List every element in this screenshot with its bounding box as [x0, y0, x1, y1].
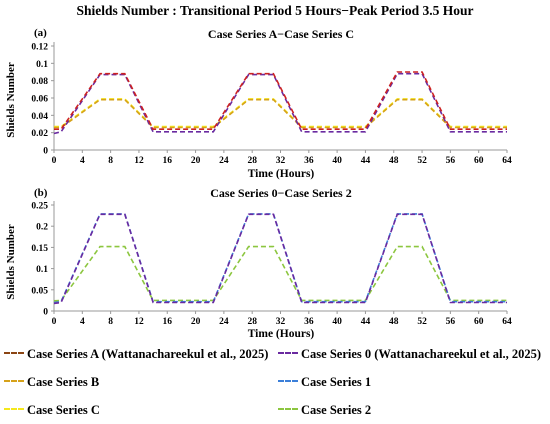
panel-a-series-line	[53, 72, 507, 135]
panel-b-x-tick-label: 4	[80, 317, 85, 327]
panel-b-x-tick-label: 48	[389, 317, 399, 327]
panel-a-x-tick-label: 60	[474, 156, 484, 166]
panel-b-x-tick-label: 20	[191, 317, 201, 327]
panel-a-ylabel: Shields Number	[5, 62, 17, 138]
panel-a-series-line	[54, 98, 507, 129]
panel-b-x-tick-label: 32	[276, 317, 286, 327]
panel-b-x-tick-label: 40	[332, 317, 342, 327]
panel-b-x-tick-label: 16	[163, 317, 173, 327]
panel-a-y-tick-label: 0.02	[31, 129, 48, 139]
panel-b-label: (b)	[34, 187, 48, 199]
panel-a-y-tick-label: 0.1	[36, 60, 48, 70]
panel-b-title: Case Series 0−Case Series 2	[210, 186, 351, 200]
panel-a-y-tick-label: 0.12	[31, 43, 48, 53]
legend-item-case-series-1: Case Series 1	[278, 372, 371, 392]
panel-a-x-tick-label: 48	[389, 156, 399, 166]
panel-b-y-tick-label: 0.05	[31, 286, 48, 296]
legend-swatch	[4, 380, 24, 383]
panel-b-x-tick-label: 56	[446, 317, 456, 327]
legend-label: Case Series C	[27, 403, 100, 417]
panel-a-x-tick-label: 44	[361, 156, 371, 166]
panel-b: (b) Case Series 0−Case Series 2 Shields …	[5, 186, 512, 340]
panel-a-x-tick-label: 52	[417, 156, 427, 166]
panel-a-x-tick-label: 4	[80, 156, 85, 166]
legend-label: Case Series A (Wattanachareekul et al., …	[27, 347, 269, 361]
panel-b-x-tick-label: 8	[108, 317, 113, 327]
panel-b-x-tick-label: 64	[502, 317, 512, 327]
panel-a-series-line	[54, 98, 507, 128]
legend-label: Case Series 0 (Wattanachareekul et al., …	[301, 347, 542, 361]
legend-item-case-series-a: Case Series A (Wattanachareekul et al., …	[4, 344, 268, 364]
legend-item-case-series-c: Case Series C	[4, 400, 100, 420]
panel-b-x-tick-label: 12	[134, 317, 144, 327]
panel-a-y-tick-label: 0.08	[31, 77, 48, 87]
panel-a-x-tick-label: 28	[247, 156, 257, 166]
panel-a-y-tick-label: 0.06	[31, 95, 48, 105]
legend-swatch	[278, 380, 298, 383]
panel-a-x-tick-label: 56	[446, 156, 456, 166]
panel-a-xlabel: Time (Hours)	[248, 168, 315, 180]
panel-a-y-tick-label: 0.04	[31, 112, 48, 122]
legend-item-case-series-2: Case Series 2	[278, 400, 371, 420]
legend-label: Case Series 2	[301, 403, 372, 417]
panel-b-x-tick-label: 44	[361, 317, 371, 327]
panel-b-x-tick-label: 60	[474, 317, 484, 327]
legend-label: Case Series B	[27, 375, 100, 389]
panel-b-y-tick-label: 0.15	[31, 244, 48, 254]
panel-b-y-tick-label: 0.25	[31, 202, 48, 212]
panel-b-series-line	[53, 213, 507, 304]
panel-a-x-tick-label: 24	[219, 156, 229, 166]
panel-a-x-tick-label: 16	[163, 156, 173, 166]
panel-b-y-tick-label: 0	[43, 308, 48, 318]
panel-a-series-line	[54, 71, 507, 130]
legend-label: Case Series 1	[301, 375, 372, 389]
panel-a-x-tick-label: 8	[108, 156, 113, 166]
panel-a-x-tick-label: 40	[332, 156, 342, 166]
panel-a-x-tick-label: 20	[191, 156, 201, 166]
panel-b-x-tick-label: 36	[304, 317, 314, 327]
legend: Case Series A (Wattanachareekul et al., …	[0, 338, 550, 424]
panel-b-x-tick-label: 24	[219, 317, 229, 327]
panel-a-x-tick-label: 64	[502, 156, 512, 166]
legend-swatch	[4, 352, 24, 355]
legend-swatch	[278, 408, 298, 411]
panel-b-series-line	[53, 245, 507, 302]
legend-swatch	[4, 408, 24, 411]
panel-a-y-tick-label: 0	[43, 147, 48, 157]
panel-a-x-tick-label: 12	[134, 156, 144, 166]
panel-a-title: Case Series A−Case Series C	[208, 27, 354, 41]
panel-a-label: (a)	[34, 27, 47, 39]
panel-b-ylabel: Shields Number	[5, 224, 17, 300]
panel-a-x-tick-label: 32	[276, 156, 286, 166]
panel-b-x-tick-label: 0	[52, 317, 57, 327]
legend-item-case-series-b: Case Series B	[4, 372, 99, 392]
panel-b-xlabel: Time (Hours)	[248, 328, 315, 340]
figure-title: Shields Number : Transitional Period 5 H…	[77, 3, 474, 18]
panel-b-x-tick-label: 28	[247, 317, 257, 327]
panel-b-x-tick-label: 52	[417, 317, 427, 327]
panel-a-x-tick-label: 0	[52, 156, 57, 166]
panel-b-y-tick-label: 0.2	[36, 223, 48, 233]
panel-a: (a) Case Series A−Case Series C Shields …	[5, 27, 512, 180]
panel-a-x-tick-label: 36	[304, 156, 314, 166]
legend-swatch	[278, 352, 298, 355]
panel-b-y-tick-label: 0.1	[36, 265, 48, 275]
legend-item-case-series-0: Case Series 0 (Wattanachareekul et al., …	[278, 344, 541, 364]
panel-b-series-line	[53, 213, 507, 305]
